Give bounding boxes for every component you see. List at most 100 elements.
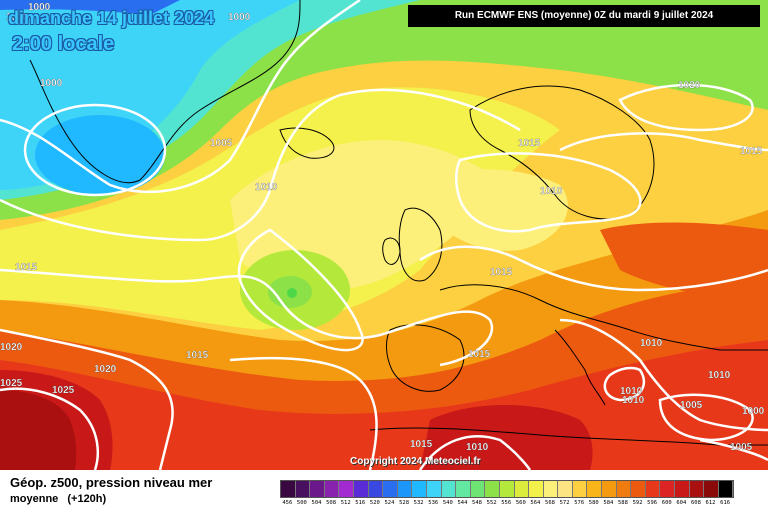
colorbar-tick-label: 600 <box>661 500 672 506</box>
colorbar-tick-label: 544 <box>457 500 468 506</box>
isobar-label: 1015 <box>15 262 38 273</box>
colorbar-swatch <box>368 481 384 497</box>
colorbar-tick-label: 564 <box>530 500 541 506</box>
isobar-1000-greenland <box>23 103 167 197</box>
isobar-1010-north <box>0 88 521 242</box>
isobar-label: 1010 <box>640 338 663 349</box>
colorbar-tick-label: 604 <box>676 500 687 506</box>
isobar-label: 1020 <box>94 364 117 375</box>
isobar-1015-europe <box>419 245 768 292</box>
colorbar-swatch <box>295 481 311 497</box>
colorbar-tick-label: 540 <box>442 500 453 506</box>
isobar-1025-west <box>0 387 100 470</box>
field-darkred-core <box>0 390 77 470</box>
isobar-label: 1010 <box>622 395 645 406</box>
isobar-label: 1000 <box>40 78 63 89</box>
map-canvas: 1000 1000 1000 1000 1005 1010 1015 1020 … <box>0 0 768 470</box>
legend-subtitle: moyenne <box>10 493 59 505</box>
colorbar-tick-label: 532 <box>413 500 424 506</box>
colorbar-swatch <box>339 481 354 497</box>
colorbar-swatch <box>689 481 705 497</box>
colorbar-swatch <box>353 481 369 497</box>
colorbar-tick-label: 500 <box>296 500 307 506</box>
colorbar-swatch <box>529 481 544 497</box>
colorbar-swatch <box>499 481 515 497</box>
isobar-label: 1015 <box>468 349 491 360</box>
colorbar-swatch <box>281 481 296 497</box>
isobar-1010-italy <box>603 366 646 402</box>
isobar-label: 1000 <box>6 12 29 23</box>
isobar-label: 1000 <box>28 2 51 13</box>
colorbar-tick-label: 572 <box>559 500 570 506</box>
colorbar-labels: 456 500 504 508 512 516 520 524 528 532 536 540 544 5… <box>280 500 732 510</box>
colorbar-tick-label: 508 <box>326 500 337 506</box>
colorbar-tick-label: 520 <box>369 500 380 506</box>
colorbar-tick-label: 608 <box>690 500 701 506</box>
isobar-1015-atlantic <box>229 356 378 470</box>
colorbar-tick-label: 560 <box>515 500 526 506</box>
forecast-local-time: 2:00 locale <box>12 33 115 55</box>
europe-coast <box>439 284 768 351</box>
colorbar-swatch <box>412 481 427 497</box>
colorbar-tick-label: 528 <box>399 500 410 506</box>
colorbar-tick-label: 456 <box>282 500 293 506</box>
isobar-label: 1020 <box>678 80 701 91</box>
isobar-label: 1005 <box>730 442 753 453</box>
colorbar-tick-label: 592 <box>632 500 643 506</box>
colorbar-tick-label: 548 <box>472 500 482 506</box>
isobar-label: 1020 <box>0 342 23 353</box>
isobar-label: 1010 <box>540 186 563 197</box>
legend-title: Géop. z500, pression niveau mer <box>10 475 213 490</box>
isobar-label: 1010 <box>620 386 643 397</box>
field-green-center <box>287 288 297 298</box>
italy-coast <box>554 329 606 406</box>
colorbar-tick-label: 596 <box>647 500 658 506</box>
colorbar-swatch <box>485 481 500 497</box>
colorbar-swatch <box>514 481 530 497</box>
iceland-coast <box>279 127 335 159</box>
isobar-1020-west <box>0 328 174 470</box>
colorbar-swatch <box>645 481 661 497</box>
colorbar-swatch <box>543 481 559 497</box>
colorbar-swatch <box>324 481 340 497</box>
isobar-1010-cell <box>237 228 364 352</box>
great-britain-coast <box>398 207 443 282</box>
isobar-1005-turkey <box>658 393 754 442</box>
isobar-1005-north <box>0 0 361 194</box>
forecast-hour: (+120h) <box>67 493 107 505</box>
colorbar <box>280 480 735 498</box>
field-blue-corner <box>0 0 180 15</box>
isobar-labels: 1000 1000 1000 1000 1005 1010 1015 1020 … <box>0 2 765 453</box>
colorbar-swatch <box>456 481 471 497</box>
colorbar-tick-label: 556 <box>501 500 512 506</box>
copyright-text: Copyright 2024 Meteociel.fr <box>350 456 481 467</box>
isobar-1010-northsea <box>455 152 642 233</box>
isobars <box>0 0 768 470</box>
run-info-banner: Run ECMWF ENS (moyenne) 0Z du mardi 9 ju… <box>408 5 760 27</box>
colorbar-tick-label: 512 <box>340 500 351 506</box>
colorbar-swatch <box>704 481 719 497</box>
isobar-label: 1015 <box>186 350 209 361</box>
forecast-date: dimanche 14 juillet 2024 <box>8 8 215 28</box>
field-paleyellow-north-sea <box>430 169 568 251</box>
colorbar-swatch <box>616 481 632 497</box>
greenland-coast <box>29 0 301 184</box>
ireland-coast <box>382 237 401 265</box>
isobar-label: 1015 <box>518 138 541 149</box>
colorbar-tick-label: 552 <box>486 500 497 506</box>
colorbar-tick-label: 568 <box>545 500 555 506</box>
colorbar-swatch <box>631 481 646 497</box>
colorbar-swatch <box>587 481 603 497</box>
colorbar-tick-label: 584 <box>603 500 614 506</box>
forecast-map: 1000 1000 1000 1000 1005 1010 1015 1020 … <box>0 0 768 470</box>
isobar-1015-east <box>559 132 768 152</box>
colorbar-tick-label: 504 <box>311 500 322 506</box>
isobar-1020-scand <box>618 83 754 132</box>
legend-subtitle-row: moyenne (+120h) <box>10 493 106 505</box>
isobar-label: 1010 <box>466 442 489 453</box>
isobar-1010-balkans <box>559 318 768 432</box>
colorbar-swatch <box>470 481 486 497</box>
isobar-label: 1000 <box>228 12 251 23</box>
colorbar-swatch <box>718 481 734 497</box>
colorbar-tick-label: 536 <box>428 500 439 506</box>
